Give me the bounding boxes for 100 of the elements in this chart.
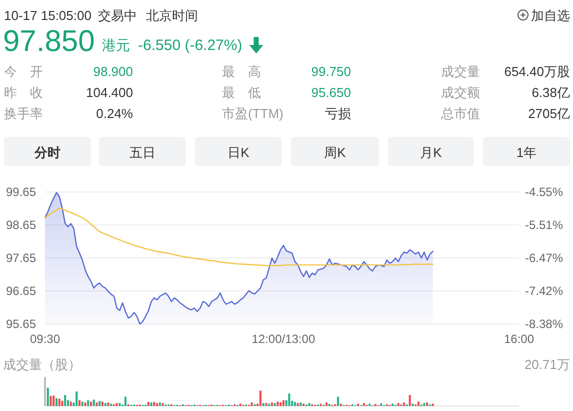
- bar: [44, 377, 46, 406]
- bar: [162, 403, 164, 406]
- text: 交易中: [98, 8, 137, 22]
- text: 总市值: [440, 106, 480, 120]
- bar: [276, 402, 279, 406]
- text: 成交额: [441, 84, 480, 100]
- y-tick-label: 98.65: [6, 218, 36, 232]
- bar: [300, 402, 302, 406]
- bar: [380, 403, 382, 406]
- x-tick-label: 09:30: [30, 332, 60, 346]
- bar: [274, 403, 276, 406]
- bar: [423, 403, 426, 406]
- bar: [280, 402, 282, 406]
- text: 加自选: [531, 8, 570, 22]
- text: 分时: [34, 144, 60, 160]
- text: 20.71万: [524, 356, 570, 372]
- bar: [64, 394, 66, 406]
- bar: [337, 396, 340, 406]
- bar: [265, 403, 268, 406]
- y-tick-label: 95.65: [6, 317, 36, 331]
- text: 104.400: [86, 84, 133, 100]
- text: 654.40万股: [504, 64, 570, 78]
- text: 98.900: [93, 64, 133, 78]
- text: 最 高: [222, 64, 261, 78]
- bar: [55, 398, 58, 406]
- bar: [90, 402, 92, 406]
- bar: [326, 402, 328, 406]
- bar: [124, 396, 126, 406]
- text: 成交量: [441, 64, 480, 78]
- bar: [92, 400, 95, 406]
- bar: [50, 396, 52, 406]
- bar: [282, 400, 284, 406]
- text: -6.550 (-6.27%): [138, 36, 242, 54]
- bar: [104, 403, 106, 406]
- text: 昨 收: [4, 84, 43, 100]
- bar: [118, 403, 121, 406]
- text: 1年: [516, 144, 537, 160]
- text: 2705亿: [528, 106, 570, 120]
- text: 港元: [102, 37, 130, 53]
- bar: [87, 400, 90, 406]
- y-tick-label: 99.65: [6, 185, 36, 199]
- x-tick-label: 16:00: [504, 332, 534, 346]
- text: 亏损: [325, 106, 351, 120]
- bar: [259, 390, 262, 406]
- bar: [70, 402, 72, 406]
- text: 日K: [228, 144, 250, 160]
- text: 最 低: [222, 84, 261, 100]
- bar: [262, 403, 264, 406]
- y-tick-label: 96.65: [6, 284, 36, 298]
- bar: [250, 402, 253, 406]
- bar: [403, 402, 406, 406]
- bar: [156, 403, 158, 406]
- bar: [46, 388, 49, 406]
- bar: [58, 398, 60, 406]
- y2-tick-label: -7.42%: [524, 284, 564, 298]
- bar: [158, 402, 161, 406]
- bar: [417, 402, 420, 406]
- bar: [147, 402, 150, 406]
- text: 97.850: [3, 24, 95, 58]
- bar: [362, 403, 365, 406]
- text: 五日: [130, 144, 156, 160]
- text: 周K: [324, 144, 346, 160]
- bar: [426, 402, 428, 406]
- bar: [288, 394, 290, 406]
- bar: [81, 402, 84, 406]
- text: 6.38亿: [532, 84, 570, 100]
- text: 北京时间: [146, 8, 198, 22]
- bar: [107, 402, 110, 406]
- bar: [150, 402, 152, 406]
- text: 99.750: [311, 64, 351, 78]
- bar: [96, 402, 98, 406]
- bar: [308, 403, 310, 406]
- bar: [101, 402, 104, 406]
- text: 今 开: [4, 64, 43, 78]
- bar: [84, 402, 86, 406]
- text: 月K: [420, 144, 442, 160]
- bar: [408, 394, 411, 406]
- bar: [78, 400, 80, 406]
- y2-tick-label: -4.55%: [524, 185, 564, 199]
- bar: [270, 402, 273, 406]
- bar: [61, 400, 64, 406]
- y2-tick-label: -6.47%: [524, 251, 564, 266]
- chart-title: 成交量（股）: [3, 356, 81, 372]
- y2-tick-label: -8.38%: [524, 317, 564, 331]
- bar: [98, 401, 101, 406]
- text: 95.650: [311, 84, 351, 100]
- bar: [116, 403, 118, 406]
- bar: [294, 402, 296, 406]
- bar: [76, 392, 78, 406]
- y2-tick-label: -5.51%: [524, 218, 564, 232]
- line-series: [44, 208, 434, 266]
- y-tick-label: 97.65: [6, 251, 36, 265]
- x-tick-label: 12:00/13:00: [252, 332, 316, 346]
- bar: [52, 396, 55, 406]
- text: 0.24%: [96, 106, 134, 120]
- bar: [296, 403, 299, 406]
- bar: [153, 402, 156, 406]
- text: 换手率: [4, 106, 43, 120]
- text: 市盈(TTM): [222, 106, 284, 120]
- text: 10-17 15:05:00: [4, 8, 92, 22]
